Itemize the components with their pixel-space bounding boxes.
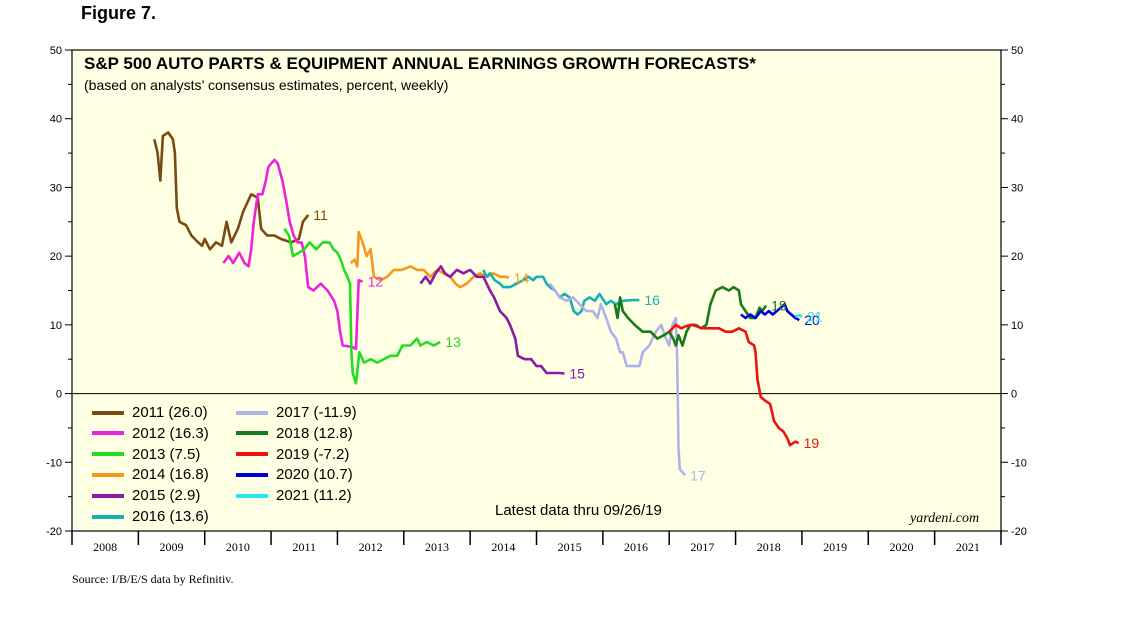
- legend-item-2019: 2019 (-7.2): [236, 446, 349, 463]
- legend-swatch: [92, 452, 124, 457]
- y-tick-label-right: 40: [1011, 114, 1023, 126]
- chart-subtitle: (based on analysts’ consensus estimates,…: [84, 77, 449, 93]
- y-tick-label-left: -20: [46, 526, 62, 538]
- series-end-label-2013: 13: [445, 334, 461, 350]
- series-end-label-2012: 12: [368, 274, 384, 290]
- series-end-label-2014: 14: [514, 270, 530, 286]
- x-tick-label: 2021: [956, 540, 980, 554]
- legend-item-2021: 2021 (11.2): [236, 487, 352, 504]
- legend-item-2017: 2017 (-11.9): [236, 404, 357, 421]
- y-tick-label-right: 0: [1011, 389, 1017, 401]
- legend-item-2018: 2018 (12.8): [236, 425, 353, 442]
- series-layer: [153, 131, 803, 477]
- legend-swatch: [236, 452, 268, 457]
- legend-swatch: [236, 472, 268, 477]
- legend-swatch: [236, 410, 268, 415]
- series-line-2014: [349, 230, 510, 289]
- series-line-2017: [548, 282, 687, 477]
- legend-label: 2017 (-11.9): [276, 404, 357, 421]
- legend-item-2012: 2012 (16.3): [92, 425, 209, 442]
- series-line-2020: [740, 302, 800, 322]
- x-tick-label: 2011: [292, 540, 316, 554]
- legend-swatch: [92, 472, 124, 477]
- y-tick-label-left: -10: [46, 457, 62, 469]
- y-tick-label-right: 50: [1011, 45, 1023, 57]
- series-end-label-2018: 18: [771, 298, 787, 314]
- y-tick-label-left: 40: [50, 114, 62, 126]
- y-tick-label-right: 10: [1011, 320, 1023, 332]
- watermark: yardeni.com: [910, 511, 980, 526]
- x-tick-label: 2008: [93, 540, 117, 554]
- legend-label: 2018 (12.8): [276, 424, 353, 442]
- y-tick-label-right: 30: [1011, 182, 1023, 194]
- y-tick-label-left: 0: [56, 389, 62, 401]
- legend-item-2016: 2016 (13.6): [92, 508, 209, 525]
- y-tick-label-left: 20: [50, 251, 62, 263]
- series-line-2012: [222, 158, 364, 351]
- legend-label: 2020 (10.7): [276, 466, 353, 484]
- y-tick-label-right: 20: [1011, 251, 1023, 263]
- series-end-label-2015: 15: [569, 366, 585, 382]
- series-end-label-2017: 17: [690, 467, 706, 483]
- x-tick-label: 2013: [425, 540, 449, 554]
- legend-item-2020: 2020 (10.7): [236, 466, 353, 483]
- y-tick-label-left: 10: [50, 320, 62, 332]
- chart-title: S&P 500 AUTO PARTS & EQUIPMENT ANNUAL EA…: [84, 54, 756, 73]
- series-end-label-2016: 16: [644, 292, 660, 308]
- series-line-2015: [419, 265, 565, 375]
- x-tick-label: 2016: [624, 540, 648, 554]
- plot-frame: [71, 49, 1002, 532]
- legend-label: 2015 (2.9): [132, 487, 201, 505]
- legend-label: 2013 (7.5): [132, 445, 201, 463]
- plot-area: [72, 50, 1001, 531]
- figure-label: Figure 7.: [81, 3, 157, 23]
- legend-swatch: [236, 431, 268, 436]
- x-tick-label: 2018: [757, 540, 781, 554]
- series-line-2019: [668, 323, 800, 447]
- legend-label: 2019 (-7.2): [276, 445, 350, 463]
- series-end-label-2019: 19: [804, 435, 820, 451]
- legend-swatch: [92, 514, 124, 519]
- legend-label: 2016 (13.6): [132, 508, 209, 525]
- source-note: Source: I/B/E/S data by Refinitiv.: [72, 572, 234, 586]
- series-end-label-2011: 11: [313, 207, 328, 223]
- series-line-2021: [794, 313, 803, 318]
- series-line-2013: [283, 227, 441, 385]
- series-end-label-2020: 20: [804, 312, 820, 328]
- x-tick-label: 2015: [558, 540, 582, 554]
- legend-label: 2021 (11.2): [276, 487, 352, 505]
- legend-item-2011: 2011 (26.0): [92, 404, 208, 421]
- y-tick-label-right: -10: [1011, 457, 1027, 469]
- legend-swatch: [92, 431, 124, 436]
- legend-label: 2011 (26.0): [132, 404, 208, 421]
- series-end-label-2021: 21: [807, 309, 823, 325]
- end-label-layer: 11 12 13 14 15 16 17 18 19 2021: [313, 207, 822, 483]
- x-tick-label: 2012: [359, 540, 383, 554]
- latest-data-note: Latest data thru 09/26/19: [495, 502, 662, 519]
- x-tick-label: 2014: [491, 540, 515, 554]
- series-line-2011: [153, 131, 310, 251]
- y-tick-label-left: 30: [50, 182, 62, 194]
- y-tick-label-right: -20: [1011, 526, 1027, 538]
- legend-label: 2012 (16.3): [132, 424, 209, 442]
- x-tick-label: 2009: [160, 540, 184, 554]
- legend-swatch: [92, 410, 124, 415]
- x-tick-label: 2017: [690, 540, 714, 554]
- legend-item-2014: 2014 (16.8): [92, 466, 209, 483]
- legend-label: 2014 (16.8): [132, 466, 209, 484]
- x-tick-label: 2019: [823, 540, 847, 554]
- legend-swatch: [92, 493, 124, 498]
- x-tick-label: 2010: [226, 540, 250, 554]
- y-tick-label-left: 50: [50, 45, 62, 57]
- legend-item-2015: 2015 (2.9): [92, 487, 200, 504]
- legend-item-2013: 2013 (7.5): [92, 446, 200, 463]
- legend-swatch: [236, 493, 268, 498]
- x-tick-label: 2020: [889, 540, 913, 554]
